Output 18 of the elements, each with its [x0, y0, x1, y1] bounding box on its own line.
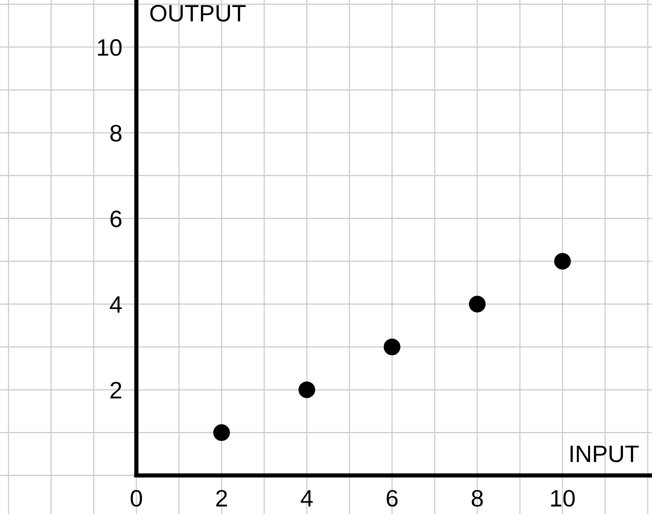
- x-tick-label: 6: [386, 490, 398, 507]
- point: [213, 424, 230, 441]
- y-axis-title: OUTPUT: [150, 4, 246, 22]
- x-tick-label: 10: [551, 490, 575, 507]
- x-tick-label: 8: [472, 490, 483, 507]
- y-tick-label: 10: [98, 39, 122, 56]
- point: [384, 338, 400, 356]
- point: [468, 296, 486, 312]
- x-tick-label: 0: [130, 490, 142, 507]
- y-tick-label: 6: [110, 210, 122, 228]
- y-tick-label: 4: [110, 296, 122, 313]
- point: [298, 381, 316, 398]
- x-tick-label: 2: [216, 490, 227, 506]
- y-tick-label: 2: [110, 382, 122, 398]
- x-axis-title: INPUT: [570, 446, 639, 462]
- point: [554, 252, 571, 270]
- y-tick-label: 8: [110, 124, 122, 142]
- x-tick-label: 4: [300, 490, 313, 506]
